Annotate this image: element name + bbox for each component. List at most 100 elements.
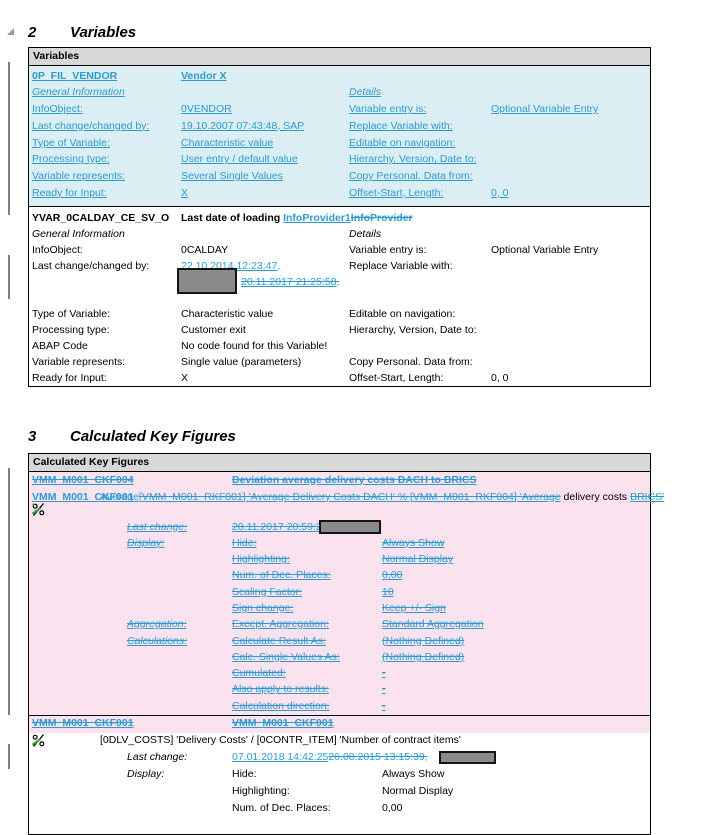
- ckf-formula: Average[VMM_M001_RKF001] 'Average Delive…: [100, 490, 665, 503]
- property-label: Num. of Dec. Places:: [232, 802, 331, 815]
- property-value: Normal Display: [382, 553, 454, 566]
- table-row: Type of Variable: Characteristic value E…: [29, 135, 650, 152]
- property-label: InfoObject:: [32, 243, 83, 256]
- group-label: Last change:: [127, 751, 188, 764]
- table-row: Num. of Dec. Places: 0,00: [29, 801, 650, 818]
- details-label: Details: [349, 227, 382, 240]
- property-value[interactable]: Characteristic value: [181, 136, 274, 149]
- detail-value[interactable]: Optional Variable Entry: [491, 103, 599, 115]
- property-label[interactable]: Type of Variable:: [32, 136, 111, 149]
- redacted-name-box: [319, 520, 381, 534]
- table-row: Sign change: Keep +/- Sign: [29, 600, 650, 616]
- lastchange-value: 07.01.2018 14:42:2526.08.2015 13:15:39,: [232, 751, 428, 763]
- property-label: Num. of Dec. Places:: [232, 569, 331, 582]
- table-row: [0DLV_COSTS] 'Delivery Costs' / [0CONTR_…: [29, 733, 650, 750]
- collapse-triangle-icon[interactable]: [7, 28, 14, 35]
- property-label: Hide:: [232, 536, 257, 549]
- table-row: Highlighting: Normal Display: [29, 784, 650, 801]
- property-label: Calculate Result As:: [232, 634, 326, 647]
- property-value[interactable]: 0VENDOR: [181, 103, 232, 115]
- table-row: Variable represents: Several Single Valu…: [29, 169, 650, 186]
- table-row: Ready for Input: X Offset-Start, Length:…: [29, 185, 650, 202]
- property-value[interactable]: Several Single Values: [181, 170, 283, 182]
- property-value: No code found for this Variable!: [181, 339, 328, 352]
- property-label: Highlighting:: [232, 553, 290, 566]
- property-label: Scaling Factor:: [232, 585, 303, 598]
- ckf-id-link[interactable]: VMM_M001_CKF004: [32, 473, 134, 486]
- detail-label: Variable entry is:: [349, 243, 427, 256]
- calculated-key-figure-icon: [31, 733, 45, 747]
- property-label: Type of Variable:: [32, 307, 111, 320]
- property-value[interactable]: X: [181, 186, 189, 199]
- detail-label[interactable]: Editable on navigation:: [349, 136, 456, 149]
- ckf-id-link[interactable]: VMM_M001_CKF001: [32, 490, 134, 503]
- property-label[interactable]: InfoObject:: [32, 103, 83, 115]
- deleted-text: BRICS': [630, 490, 665, 503]
- details-label[interactable]: Details: [349, 86, 382, 99]
- change-bar: [8, 255, 10, 299]
- detail-label[interactable]: Hierarchy, Version, Date to:: [349, 153, 477, 166]
- heading-3-number: 3: [28, 428, 37, 445]
- detail-label: Editable on navigation:: [349, 307, 456, 320]
- property-label: Calc. Single Values As:: [232, 650, 340, 663]
- detail-value[interactable]: 0, 0: [491, 186, 509, 199]
- ckf-table-header: Calculated Key Figures: [29, 454, 650, 472]
- table-row: General Information Details: [29, 85, 650, 102]
- table-row: Also apply to results: -: [29, 682, 650, 698]
- table-row: Calculation direction: -: [29, 698, 650, 714]
- table-row: Processing type: Customer exit Hierarchy…: [29, 322, 650, 338]
- heading-2-number: 2: [28, 24, 37, 41]
- ckf-desc: Deviation average delivery costs DACH to…: [232, 473, 477, 486]
- property-value: (Nothing Defined): [382, 650, 465, 663]
- property-label: Ready for Input:: [32, 371, 107, 384]
- detail-label[interactable]: Offset-Start, Length:: [349, 186, 444, 199]
- property-label[interactable]: Variable represents:: [32, 170, 126, 182]
- table-row: Scaling Factor: 10: [29, 584, 650, 600]
- property-value: X: [181, 371, 189, 384]
- detail-label[interactable]: Replace Variable with:: [349, 119, 453, 132]
- table-row: Display: Hide: Always Show: [29, 535, 650, 551]
- table-row: Display: Hide: Always Show: [29, 767, 650, 784]
- inserted-text[interactable]: Average: [100, 490, 139, 503]
- ckf-id-link[interactable]: VMM_M001_CKF001: [32, 717, 134, 730]
- detail-label[interactable]: Copy Personal. Data from:: [349, 170, 473, 182]
- group-label: Display:: [127, 536, 165, 549]
- property-label[interactable]: Last change/changed by:: [32, 119, 150, 132]
- detail-label: Offset-Start, Length:: [349, 371, 444, 384]
- property-value: (Nothing Defined): [382, 634, 465, 647]
- change-bar: [8, 468, 10, 715]
- variables-entry-inserted: 0P_FIL_VENDOR Vendor X General Informati…: [29, 66, 650, 207]
- table-row: InfoObject: 0VENDOR Variable entry is: O…: [29, 102, 650, 119]
- deleted-text: InfoProvider: [350, 211, 413, 224]
- property-value: 10: [382, 585, 394, 598]
- property-label: Sign change:: [232, 601, 294, 614]
- property-value[interactable]: 19.10.2007 07:43:48, SAP: [181, 119, 305, 132]
- detail-label[interactable]: Variable entry is:: [349, 103, 427, 115]
- property-value: Keep +/- Sign: [382, 601, 446, 614]
- variable-desc-link[interactable]: Vendor X: [181, 69, 227, 82]
- variable-name-link[interactable]: 0P_FIL_VENDOR: [32, 69, 118, 82]
- general-information-label[interactable]: General Information: [32, 86, 125, 99]
- table-row: General Information Details: [29, 226, 650, 242]
- calculated-key-figure-icon: [31, 503, 45, 516]
- inserted-text[interactable]: InfoProvider1: [283, 211, 351, 224]
- table-row: VMM_M001_CKF004 Deviation average delive…: [29, 472, 650, 489]
- property-label[interactable]: Ready for Input:: [32, 186, 107, 199]
- table-row: Highlighting: Normal Display: [29, 552, 650, 568]
- property-value[interactable]: User entry / default value: [181, 153, 298, 166]
- property-value: 0CALDAY: [181, 243, 229, 256]
- table-row: Num. of Dec. Places: 0,00: [29, 568, 650, 584]
- property-value: Single value (parameters): [181, 355, 302, 368]
- detail-label: Replace Variable with:: [349, 259, 453, 272]
- inserted-timestamp[interactable]: 07.01.2018 14:42:25: [232, 751, 329, 764]
- table-row: Last change/changed by: 22.10.2014 12:23…: [29, 258, 650, 306]
- property-label: Highlighting:: [232, 785, 290, 798]
- property-value: 0,00: [382, 802, 403, 815]
- property-label[interactable]: Processing type:: [32, 153, 110, 166]
- heading-2-title: Variables: [70, 24, 137, 41]
- general-information-label: General Information: [32, 227, 125, 240]
- ckf-entry-section: [0DLV_COSTS] 'Delivery Costs' / [0CONTR_…: [29, 733, 650, 818]
- change-bar: [8, 744, 10, 769]
- table-row: Type of Variable: Characteristic value E…: [29, 306, 650, 322]
- detail-value: 0, 0: [491, 371, 509, 384]
